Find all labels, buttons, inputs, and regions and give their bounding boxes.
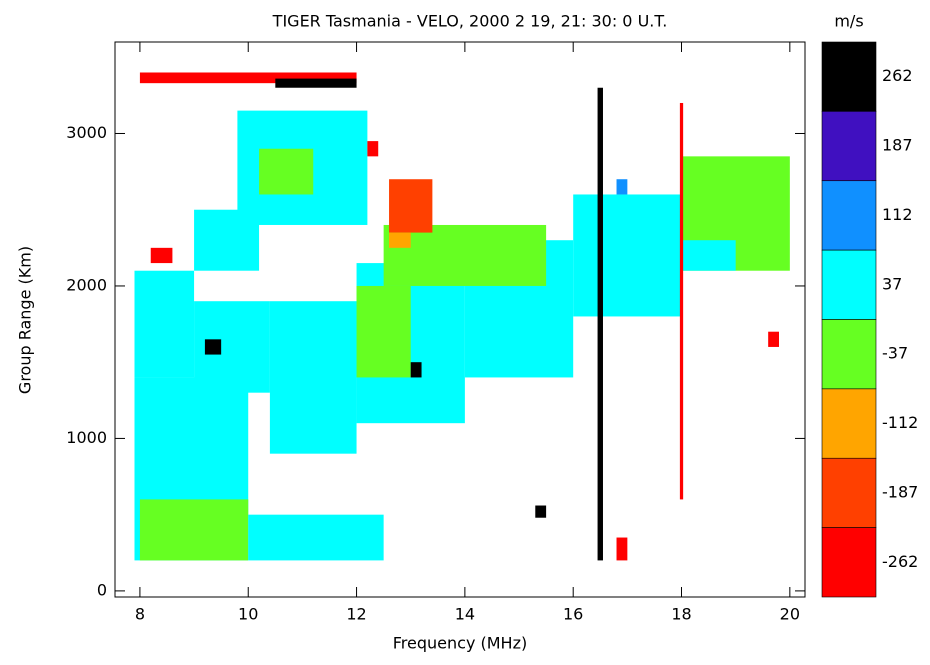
colorbar-label: 112 (882, 205, 913, 224)
colorbar-swatch (821, 457, 877, 528)
colorbar-title: m/s (834, 12, 863, 31)
colorbar-label: 262 (882, 66, 913, 85)
cell (616, 537, 628, 561)
cell (248, 514, 384, 561)
x-tick-label: 16 (563, 605, 583, 624)
x-axis-label: Frequency (MHz) (393, 634, 527, 653)
colorbar-swatch (821, 388, 877, 459)
cell (194, 209, 260, 271)
x-tick-label: 20 (780, 605, 800, 624)
colorbar-label: -262 (882, 552, 918, 571)
cell (204, 339, 222, 355)
cell (275, 78, 357, 88)
cell (597, 87, 603, 561)
y-tick-label: 1000 (66, 428, 107, 447)
cell (410, 362, 422, 378)
x-tick-label: 12 (346, 605, 366, 624)
cell (681, 240, 736, 271)
colorbar-swatch (821, 111, 877, 182)
y-tick-label: 2000 (66, 275, 107, 294)
cell (259, 148, 314, 195)
plot-frame (114, 41, 806, 598)
colorbar-label: -37 (882, 344, 908, 363)
colorbar-swatch (821, 319, 877, 390)
colorbar-label: -112 (882, 413, 918, 432)
cell (367, 141, 379, 157)
cell (535, 505, 547, 518)
cell (139, 499, 249, 561)
x-tick-label: 14 (455, 605, 475, 624)
colorbar-swatch (821, 249, 877, 320)
colorbar-label: -187 (882, 482, 918, 501)
cell (573, 194, 682, 317)
colorbar-swatch (821, 527, 877, 598)
colorbar-swatch (821, 180, 877, 251)
cell (150, 247, 173, 264)
cell (134, 270, 195, 378)
x-tick-label: 10 (238, 605, 258, 624)
y-tick-label: 3000 (66, 123, 107, 142)
colorbar-label: 187 (882, 136, 913, 155)
colorbar-label: 37 (882, 274, 902, 293)
y-tick-label: 0 (97, 580, 107, 599)
chart-title: TIGER Tasmania - VELO, 2000 2 19, 21: 30… (272, 12, 668, 31)
cell (356, 285, 411, 378)
cell (389, 179, 433, 233)
cell (389, 232, 411, 248)
x-tick-label: 8 (135, 605, 145, 624)
cell (139, 72, 357, 84)
cell (679, 102, 684, 500)
cell (616, 179, 628, 195)
cell (768, 331, 780, 347)
y-axis-label: Group Range (Km) (16, 246, 35, 394)
cell (269, 301, 357, 454)
x-tick-label: 18 (671, 605, 691, 624)
colorbar-swatch (821, 41, 877, 112)
